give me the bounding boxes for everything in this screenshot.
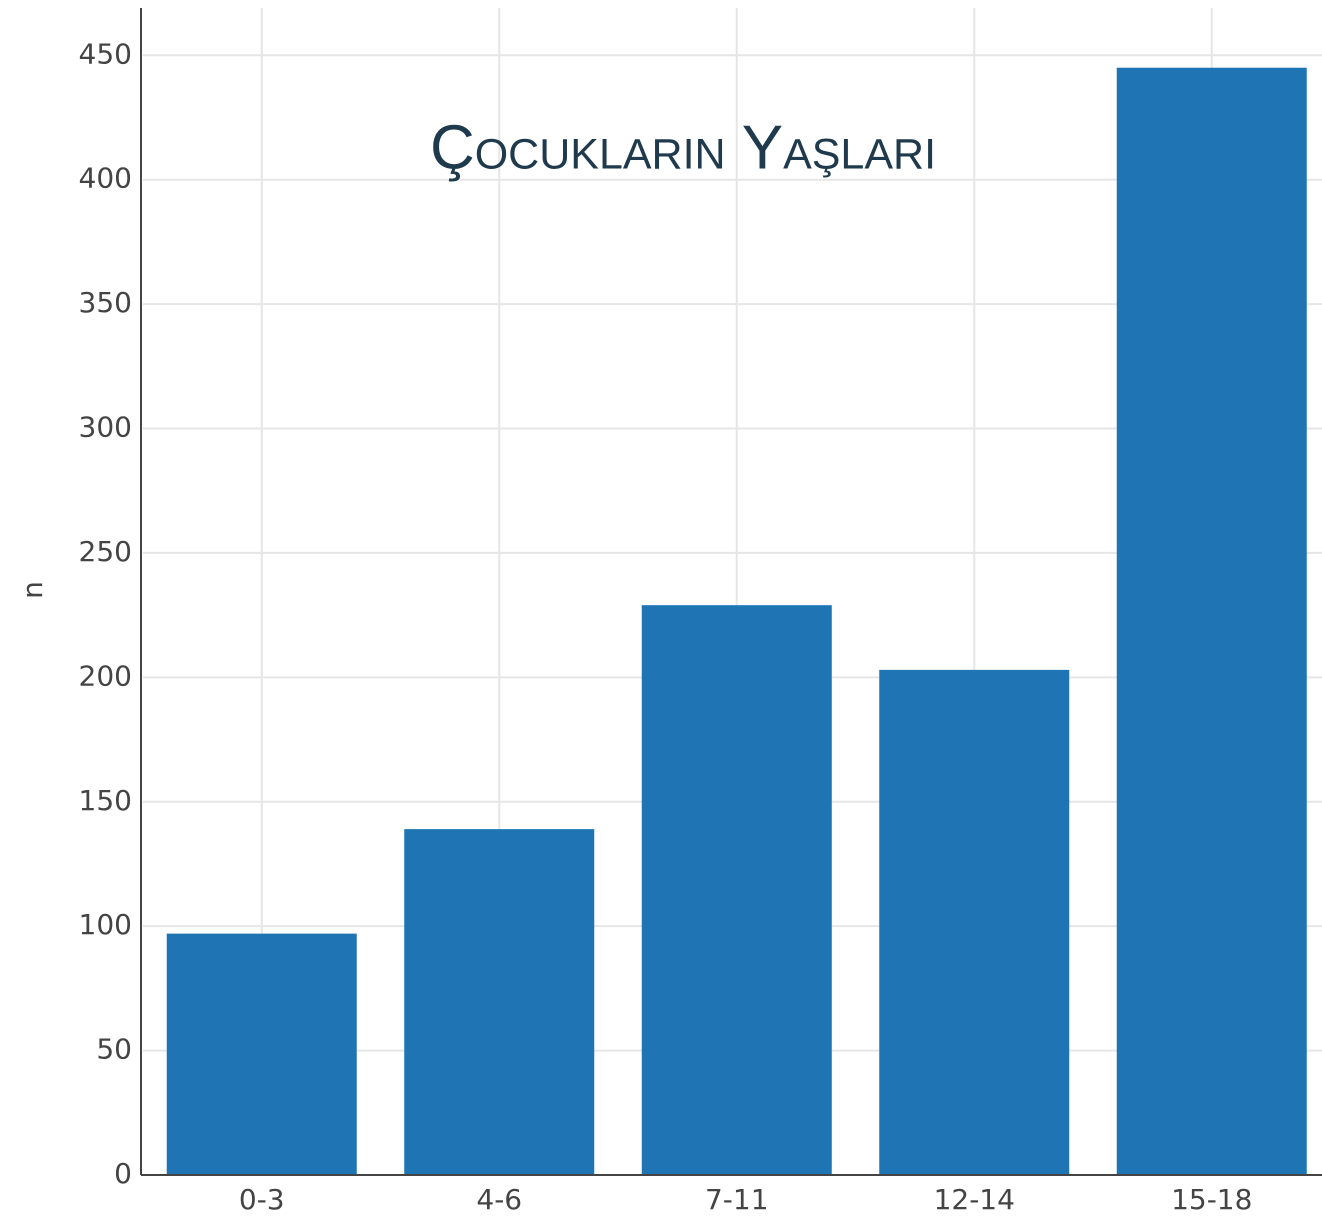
- y-axis-label: n: [16, 581, 49, 599]
- bar: [641, 605, 832, 1175]
- bar: [1116, 67, 1307, 1176]
- bar: [404, 829, 595, 1175]
- y-tick-label: 150: [79, 784, 132, 817]
- x-tick-label: 7-11: [705, 1183, 769, 1216]
- chart-title: Çocukların Yaşları: [430, 113, 936, 182]
- x-tick-label: 15-18: [1171, 1183, 1252, 1216]
- x-tick-label: 0-3: [239, 1183, 285, 1216]
- x-tick-label: 4-6: [476, 1183, 522, 1216]
- y-tick-label: 300: [79, 411, 132, 444]
- y-tick-label: 400: [79, 162, 132, 195]
- y-tick-label: 450: [79, 37, 132, 70]
- y-tick-label: 100: [79, 908, 132, 941]
- y-tick-label: 350: [79, 286, 132, 319]
- x-tick-label: 12-14: [934, 1183, 1015, 1216]
- bar: [166, 933, 357, 1175]
- y-tick-label: 200: [79, 659, 132, 692]
- bar: [879, 669, 1070, 1175]
- y-tick-label: 250: [79, 535, 132, 568]
- y-tick-label: 50: [96, 1033, 132, 1066]
- y-tick-label: 0: [114, 1157, 132, 1190]
